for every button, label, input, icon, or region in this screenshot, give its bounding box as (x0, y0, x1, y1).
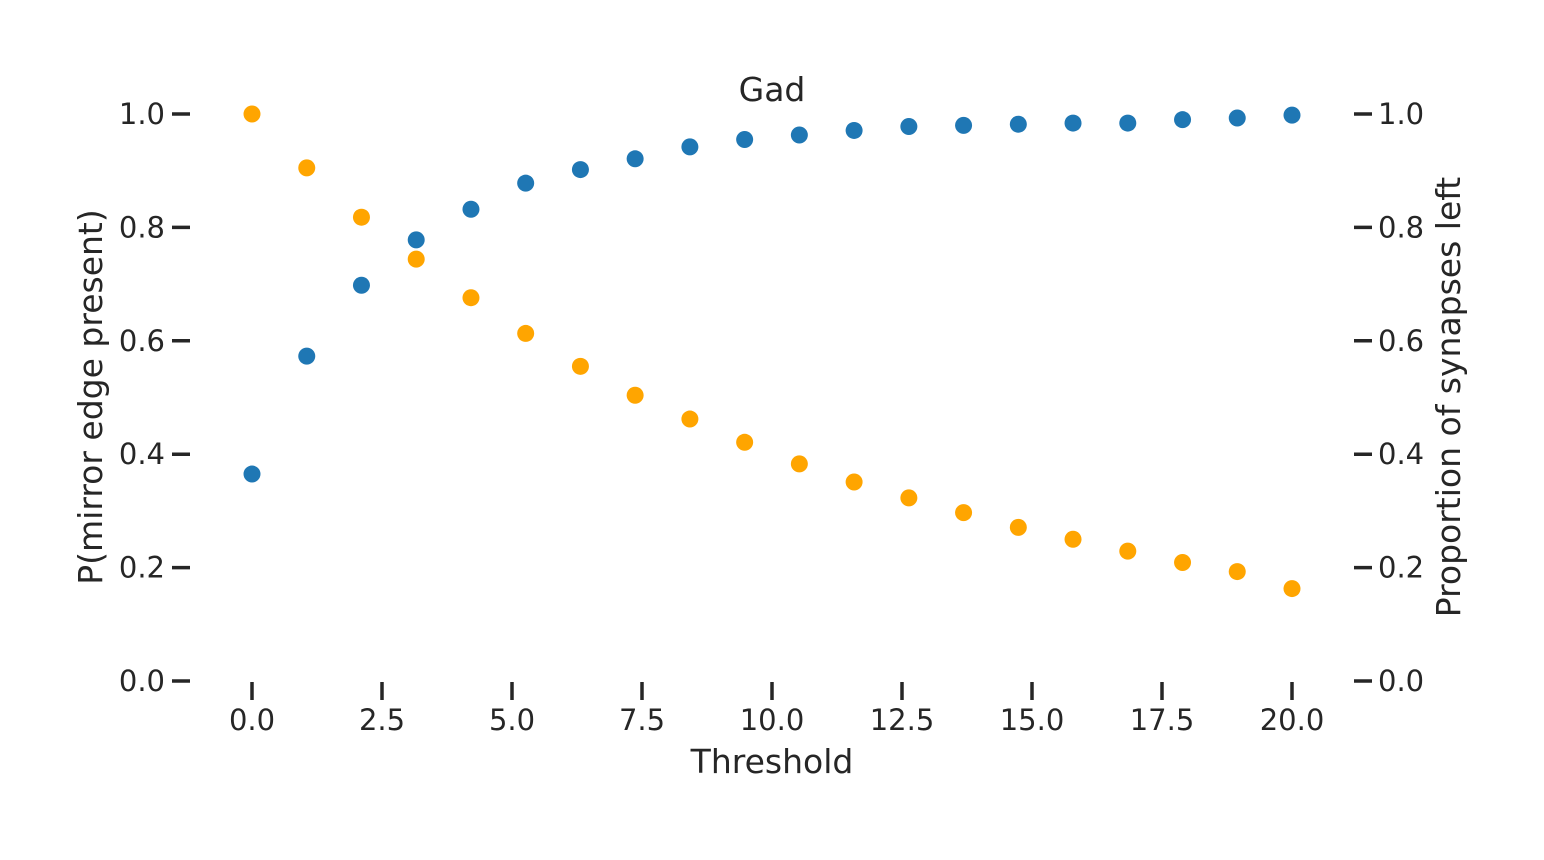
y-tick-label-right: 0.2 (1378, 551, 1424, 585)
synapses-left-point (352, 208, 370, 226)
y-tick-label-right: 0.6 (1378, 324, 1424, 358)
mirror-edge-point (298, 347, 316, 365)
x-tick-label: 5.0 (489, 703, 535, 737)
synapses-left-point (407, 250, 425, 268)
mirror-edge-point (517, 174, 535, 192)
x-axis-label: Threshold (690, 742, 854, 781)
y-tick-label-left: 0.4 (119, 437, 165, 471)
synapses-left-point (298, 159, 316, 177)
x-tick-label: 12.5 (870, 703, 935, 737)
mirror-edge-point (681, 138, 699, 156)
y-tick-label-left: 0.6 (119, 324, 165, 358)
mirror-edge-point (1228, 109, 1246, 127)
synapses-left-point (1228, 563, 1246, 581)
mirror-edge-point (900, 117, 918, 135)
chart-title: Gad (739, 70, 806, 109)
synapses-left-point (517, 324, 535, 342)
mirror-edge-point (571, 161, 589, 179)
synapses-left-point (900, 489, 918, 507)
synapses-left-point (462, 289, 480, 307)
mirror-edge-point (462, 200, 480, 218)
synapses-left-point (1119, 542, 1137, 560)
mirror-edge-point (736, 131, 754, 149)
y-tick-label-left: 0.2 (119, 551, 165, 585)
mirror-edge-point (1283, 106, 1301, 124)
synapses-left-point (1283, 580, 1301, 598)
synapses-left-point (790, 455, 808, 473)
mirror-edge-point (243, 465, 261, 483)
synapses-left-point (845, 473, 863, 491)
y-tick-label-left: 0.8 (119, 210, 165, 244)
synapses-left-point (736, 433, 754, 451)
y-tick-label-right: 0.4 (1378, 437, 1424, 471)
data-points (243, 105, 1301, 598)
synapses-left-point (571, 357, 589, 375)
y-tick-label-left: 0.0 (119, 664, 165, 698)
y-tick-label-right: 1.0 (1378, 97, 1424, 131)
mirror-edge-point (955, 116, 973, 134)
mirror-edge-point (407, 231, 425, 249)
mirror-edge-point (790, 126, 808, 144)
y-axis-ticks-right: 0.0 0.2 0.4 0.6 0.8 1.0 (1354, 97, 1424, 698)
synapses-left-point (626, 386, 644, 404)
synapses-left-point (1009, 518, 1027, 536)
mirror-edge-point (845, 121, 863, 139)
x-tick-label: 20.0 (1260, 703, 1325, 737)
synapses-left-point (243, 105, 261, 123)
synapses-left-point (955, 504, 973, 522)
synapses-left-point (681, 410, 699, 428)
mirror-edge-point (352, 276, 370, 294)
synapses-left-point (1064, 530, 1082, 548)
x-axis-ticks: 0.0 2.5 5.0 7.5 10.0 12.5 15.0 17.5 20.0 (229, 682, 1324, 737)
mirror-edge-point (1174, 111, 1192, 129)
y-tick-label-right: 0.8 (1378, 210, 1424, 244)
x-tick-label: 7.5 (619, 703, 665, 737)
mirror-edge-point (626, 150, 644, 168)
x-tick-label: 2.5 (359, 703, 405, 737)
x-tick-label: 17.5 (1130, 703, 1195, 737)
y-axis-ticks-left: 0.0 0.2 0.4 0.6 0.8 1.0 (119, 97, 190, 698)
mirror-edge-point (1009, 115, 1027, 133)
y-axis-label-right: Proportion of synapses left (1429, 177, 1468, 618)
mirror-edge-point (1119, 114, 1137, 132)
y-tick-label-right: 0.0 (1378, 664, 1424, 698)
x-tick-label: 10.0 (740, 703, 805, 737)
synapses-left-point (1174, 553, 1192, 571)
x-tick-label: 0.0 (229, 703, 275, 737)
y-axis-label-left: P(mirror edge present) (71, 209, 110, 584)
y-tick-label-left: 1.0 (119, 97, 165, 131)
x-tick-label: 15.0 (1000, 703, 1065, 737)
mirror-edge-point (1064, 114, 1082, 132)
